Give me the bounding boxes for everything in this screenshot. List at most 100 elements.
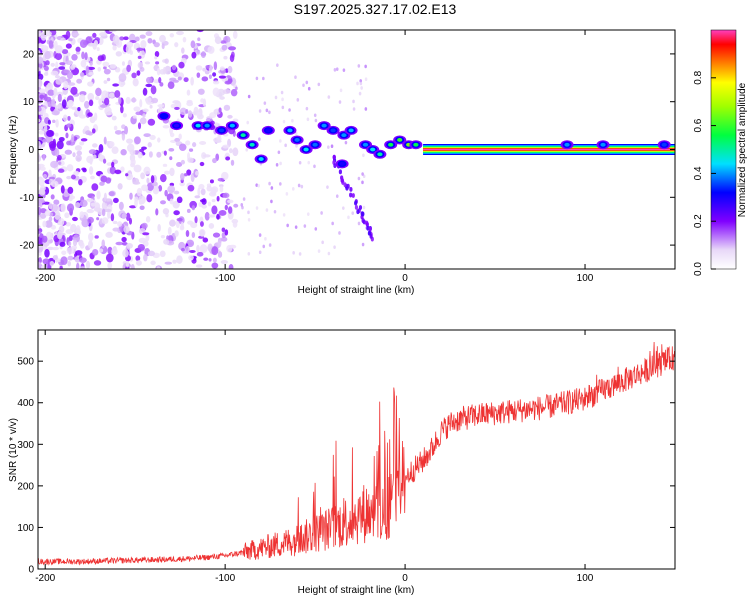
spectrogram-noise-blob: [186, 89, 191, 96]
spectrogram-noise-blob: [314, 227, 318, 231]
spectrogram-noise-blob: [60, 256, 68, 266]
spectrogram-noise-blob: [212, 87, 220, 97]
spectrogram-noise-blob: [120, 149, 127, 156]
spectrogram-noise-blob: [60, 203, 66, 213]
spectrogram-noise-blob: [87, 216, 94, 224]
spectrogram-noise-blob: [217, 177, 224, 182]
spectrogram-noise-blob: [338, 231, 341, 235]
spectrogram-feature: [261, 125, 275, 135]
spectrogram-feature: [200, 121, 214, 131]
spectrogram-noise-blob: [338, 100, 342, 104]
spectrogram-noise-blob: [117, 221, 123, 227]
spectrogram-noise-blob: [203, 257, 209, 261]
spectrogram-noise-blob: [296, 98, 300, 102]
spectrogram-noise-blob: [55, 118, 59, 128]
spectrogram-noise-blob: [327, 95, 331, 99]
spectrogram-noise-blob: [38, 202, 42, 207]
spectrogram-noise-blob: [139, 99, 143, 108]
spectrogram-noise-blob: [343, 182, 347, 188]
spectrogram-noise-blob: [183, 173, 188, 177]
spectrogram-noise-blob: [187, 184, 195, 192]
spectrogram-noise-blob: [101, 239, 106, 249]
spectrogram-noise-blob: [72, 152, 76, 158]
spectrogram-feature: [317, 121, 331, 131]
spectrogram-noise-blob: [142, 108, 149, 113]
spectrogram-noise-blob: [279, 161, 282, 166]
spectrogram-noise-blob: [169, 219, 176, 227]
colorbar-tick-label: 0.6: [693, 118, 704, 132]
spectrogram-features: [157, 111, 671, 169]
spectrogram-noise-blob: [364, 64, 367, 69]
spectrogram-noise-blob: [87, 66, 96, 71]
spectrogram-noise-blob: [111, 161, 115, 168]
spectrogram-noise-blob: [111, 115, 117, 121]
spectrogram-noise-blob: [134, 198, 138, 208]
spectrogram-noise-blob: [41, 235, 48, 243]
spectrogram-feature: [245, 140, 259, 150]
spectrogram-noise-blob: [232, 30, 238, 39]
spectrogram-noise-blob: [220, 40, 226, 44]
spectrogram-noise-blob: [173, 210, 180, 216]
spectrogram-noise-blob: [349, 192, 353, 198]
spectrogram-noise-blob: [71, 53, 78, 61]
spectrogram-noise-blob: [189, 249, 196, 253]
spectrogram-noise-blob: [118, 73, 127, 83]
spectrogram-noise-blob: [44, 210, 51, 217]
spectrogram-noise-blob: [201, 198, 207, 205]
spectrogram-noise-blob: [356, 81, 359, 86]
spectrogram-noise-blob: [51, 110, 60, 116]
spectrogram-noise-blob: [67, 260, 71, 267]
spectrogram-noise-blob: [163, 150, 167, 156]
spectrogram-noise-blob: [125, 173, 129, 177]
spectrogram-noise-blob: [43, 65, 49, 71]
spectrogram-noise-blob: [118, 201, 124, 211]
spectrogram-feature: [393, 135, 407, 145]
spectrogram-noise-blob: [291, 187, 295, 191]
spectrogram-noise-blob: [129, 192, 133, 200]
spectrogram-noise-blob: [135, 111, 142, 116]
spectrogram-noise-blob: [134, 36, 140, 42]
spectrogram-x-label: Height of straight line (km): [298, 285, 415, 296]
spectrogram-noise-blob: [155, 61, 160, 65]
spectrogram-noise-blob: [106, 77, 111, 82]
colorbar-tick-label: 0.4: [693, 166, 704, 180]
spectrogram-noise-blob: [107, 262, 113, 269]
spectrogram-noise-blob: [327, 145, 330, 149]
spectrogram-noise-blob: [191, 205, 196, 211]
spectrogram-noise-blob: [307, 160, 311, 165]
spectrogram-noise-blob: [187, 157, 194, 163]
spectrogram-noise-blob: [196, 30, 204, 33]
spectrogram-noise-blob: [351, 211, 355, 215]
spectrogram-noise-blob: [199, 221, 204, 227]
spectrogram-noise-blob: [113, 125, 118, 131]
spectrogram-noise-blob: [120, 81, 126, 86]
spectrogram-noise-blob: [146, 177, 150, 184]
spectrogram-noise-blob: [179, 181, 185, 187]
spectrogram-noise-blob: [73, 170, 80, 176]
spectrogram-noise-blob: [212, 157, 217, 164]
spectrogram-noise-blob: [117, 183, 123, 190]
spectrogram-noise-blob: [133, 106, 141, 112]
spectrogram-noise-blob: [136, 70, 141, 76]
spectrogram-noise-blob: [219, 185, 224, 193]
spectrogram-noise-blob: [185, 140, 191, 146]
spectrogram-noise-blob: [280, 90, 284, 95]
spectrogram-noise-blob: [38, 56, 44, 64]
spectrogram-noise-blob: [130, 97, 137, 103]
spectrogram-noise-blob: [98, 152, 103, 161]
spectrogram-noise-blob: [64, 149, 73, 155]
spectrogram-noise-blob: [200, 98, 205, 103]
spectrogram-noise-blob: [342, 68, 346, 72]
spectrogram-noise-blob: [138, 200, 143, 205]
colorbar-tick-label: 0.8: [693, 70, 704, 84]
spectrogram-noise-blob: [59, 241, 66, 247]
spectrogram-noise-blob: [142, 240, 149, 247]
spectrogram-noise-blob: [247, 94, 251, 99]
spectrogram-noise-blob: [132, 115, 137, 119]
spectrogram-noise-blob: [180, 173, 185, 181]
spectrogram-noise-blob: [118, 96, 122, 105]
spectrogram-noise-blob: [45, 85, 49, 93]
spectrogram-noise-blob: [92, 143, 98, 148]
spectrogram-noise-blob: [221, 227, 226, 233]
spectrogram-feature-core: [173, 123, 180, 128]
